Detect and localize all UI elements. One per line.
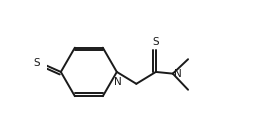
Text: S: S	[33, 58, 40, 69]
Text: S: S	[152, 37, 159, 47]
Text: N: N	[174, 69, 181, 79]
Text: N: N	[114, 77, 122, 87]
